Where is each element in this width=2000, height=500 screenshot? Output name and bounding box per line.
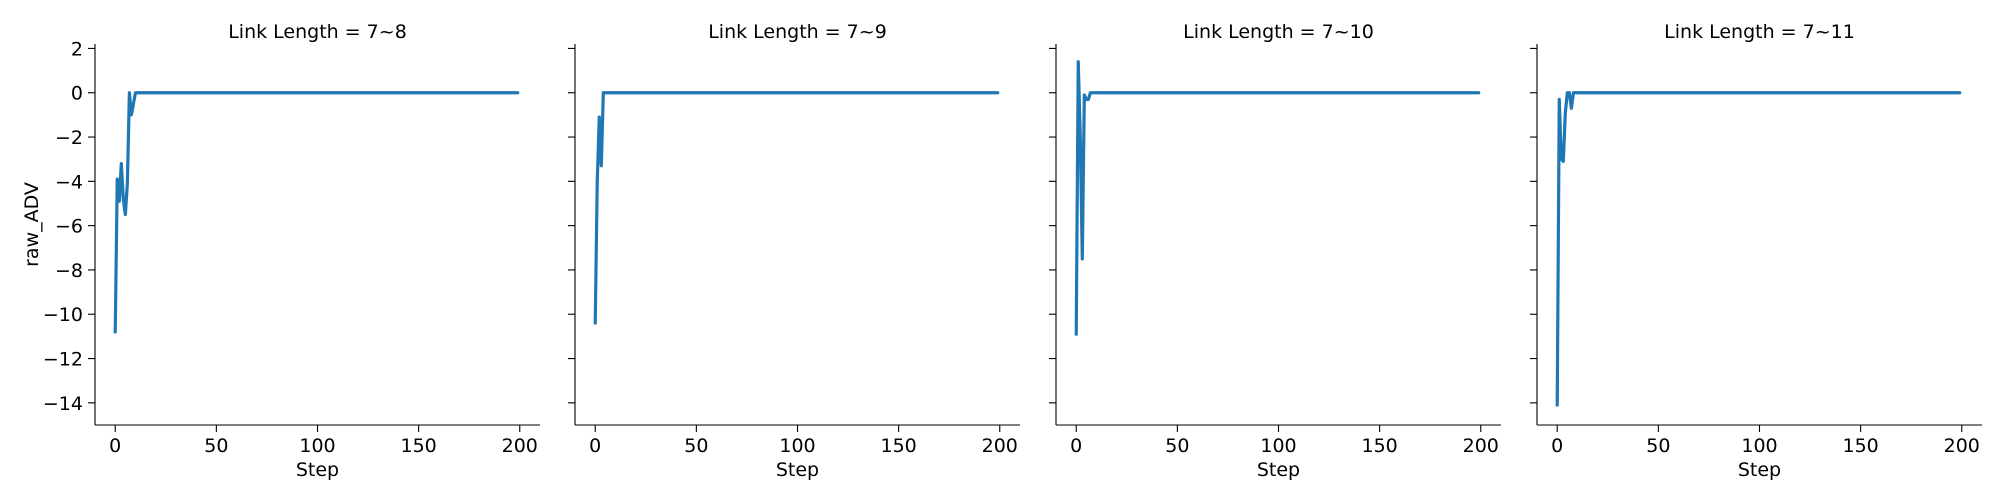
x-tick-label: 200 [1944, 435, 1980, 457]
x-tick-label: 50 [1165, 435, 1189, 457]
y-tick-label: −12 [43, 349, 83, 371]
x-tick-label: 50 [204, 435, 228, 457]
x-tick-label: 100 [1260, 435, 1296, 457]
series-line [1074, 60, 1481, 336]
x-tick-label: 50 [1646, 435, 1670, 457]
y-tick-label: 2 [71, 38, 83, 60]
y-axis-label: raw_ADV [21, 182, 43, 267]
chart-title: Link Length = 7~11 [1664, 21, 1855, 43]
x-axis-label: Step [296, 459, 339, 481]
chart-title: Link Length = 7~10 [1183, 21, 1374, 43]
x-axis-label: Step [1738, 459, 1781, 481]
x-axis-label: Step [1257, 459, 1300, 481]
y-tick-label: −4 [55, 171, 83, 193]
x-tick-label: 150 [1362, 435, 1398, 457]
x-tick-label: 150 [1843, 435, 1879, 457]
chart-title: Link Length = 7~8 [228, 21, 407, 43]
series-line [593, 91, 1000, 325]
x-tick-label: 150 [881, 435, 917, 457]
chart-panel-4: Link Length = 7~11 0 50 100 150 200 Step [1530, 21, 1982, 481]
y-tick-label: −8 [55, 260, 83, 282]
x-tick-label: 100 [1741, 435, 1777, 457]
y-tick-label: −2 [55, 127, 83, 149]
x-tick-label: 200 [982, 435, 1018, 457]
y-tick-label: −10 [43, 304, 83, 326]
chart-panel-3: Link Length = 7~10 0 50 100 150 200 Step [1049, 21, 1501, 481]
y-tick-label: −6 [55, 216, 83, 238]
x-tick-label: 0 [1551, 435, 1563, 457]
x-tick-label: 0 [589, 435, 601, 457]
x-tick-label: 0 [1070, 435, 1082, 457]
y-tick-label: 0 [71, 83, 83, 105]
x-tick-label: 200 [502, 435, 538, 457]
series-line [1555, 91, 1962, 407]
chart-title: Link Length = 7~9 [708, 21, 887, 43]
x-tick-label: 200 [1463, 435, 1499, 457]
x-tick-label: 100 [779, 435, 815, 457]
x-tick-label: 50 [684, 435, 708, 457]
chart-panel-1: Link Length = 7~8 0 50 100 150 200 2 0 −2 −4 −6 −8 −… [21, 21, 540, 481]
chart-panel-2: Link Length = 7~9 0 50 100 150 200 Step [568, 21, 1020, 481]
x-tick-label: 0 [109, 435, 121, 457]
x-axis-label: Step [776, 459, 819, 481]
y-tick-label: −14 [43, 393, 83, 415]
series-line [113, 91, 520, 334]
x-tick-label: 150 [401, 435, 437, 457]
x-tick-label: 100 [299, 435, 335, 457]
